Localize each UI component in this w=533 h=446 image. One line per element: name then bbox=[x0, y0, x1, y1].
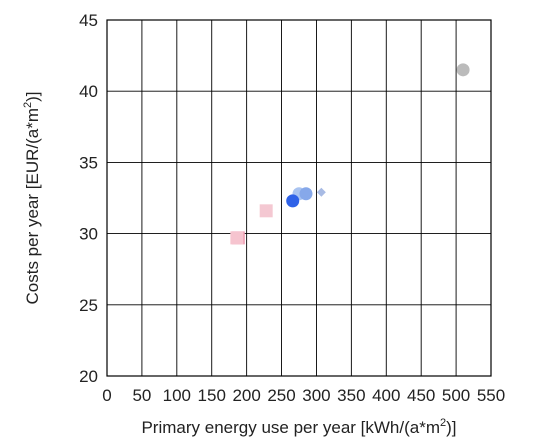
data-point bbox=[299, 187, 313, 201]
y-tick-label: 30 bbox=[79, 225, 98, 244]
y-tick-label: 25 bbox=[79, 296, 98, 315]
x-tick-label: 500 bbox=[442, 386, 470, 405]
y-tick-labels: 20 25 30 35 40 45 bbox=[79, 11, 98, 386]
data-point bbox=[286, 194, 300, 208]
data-point bbox=[316, 187, 326, 197]
y-tick-label: 35 bbox=[79, 153, 98, 172]
x-tick-label: 300 bbox=[302, 386, 330, 405]
data-point bbox=[230, 231, 244, 245]
y-tick-label: 40 bbox=[79, 82, 98, 101]
x-tick-label: 400 bbox=[372, 386, 400, 405]
x-tick-label: 550 bbox=[477, 386, 505, 405]
x-tick-label: 200 bbox=[232, 386, 260, 405]
y-tick-label: 45 bbox=[79, 11, 98, 30]
x-tick-labels: 0 50 100 150 200 250 300 350 400 450 500 550 bbox=[102, 386, 505, 405]
x-tick-label: 450 bbox=[407, 386, 435, 405]
x-tick-label: 100 bbox=[163, 386, 191, 405]
plot-area-frame bbox=[106, 19, 492, 377]
x-tick-label: 0 bbox=[102, 386, 111, 405]
x-axis-title: Primary energy use per year [kWh/(a*m2)] bbox=[141, 417, 456, 437]
data-points bbox=[230, 63, 470, 245]
data-point bbox=[456, 63, 470, 77]
data-point bbox=[259, 204, 273, 218]
x-tick-label: 250 bbox=[267, 386, 295, 405]
x-tick-label: 350 bbox=[337, 386, 365, 405]
x-tick-label: 150 bbox=[198, 386, 226, 405]
x-tick-label: 50 bbox=[132, 386, 151, 405]
y-axis-title: Costs per year [EUR/(a*m2)] bbox=[22, 91, 42, 304]
y-tick-label: 20 bbox=[79, 367, 98, 386]
